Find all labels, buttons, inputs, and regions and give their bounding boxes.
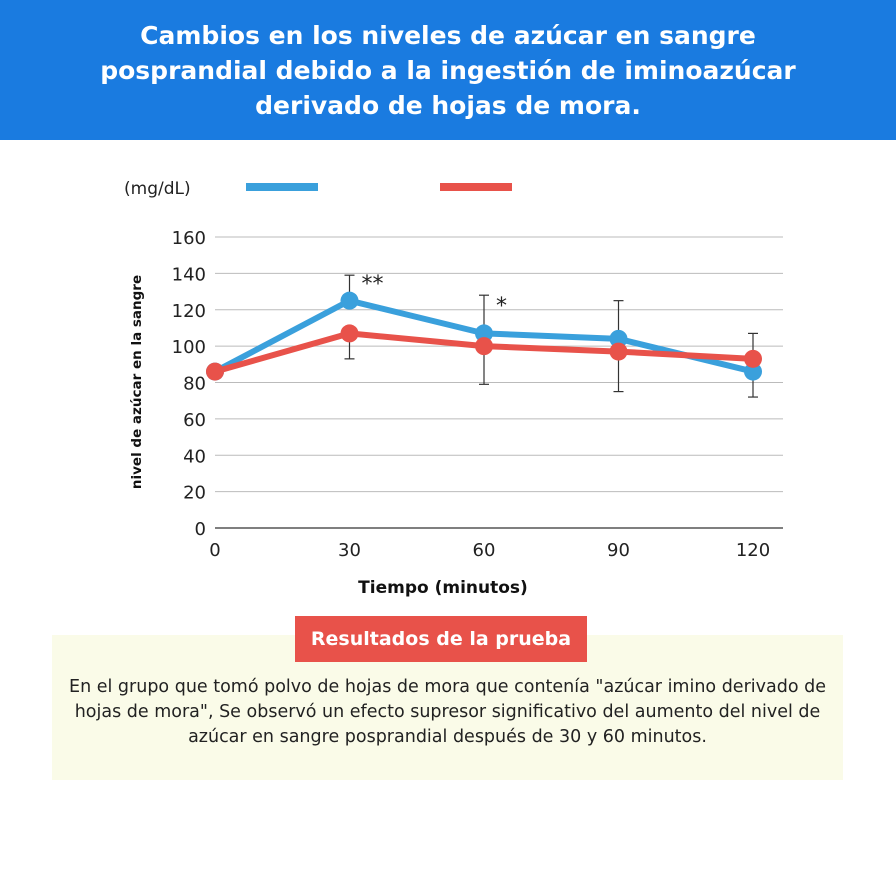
data-point xyxy=(475,337,493,356)
header-banner: Cambios en los niveles de azúcar en sang… xyxy=(0,0,896,140)
data-point xyxy=(744,362,762,381)
y-tick-label: 140 xyxy=(172,264,206,285)
x-tick-label: 90 xyxy=(607,540,630,561)
x-tick-label: 60 xyxy=(473,540,496,561)
chart-annotations: *** xyxy=(362,272,508,319)
data-point xyxy=(206,362,224,381)
y-tick-label: 120 xyxy=(172,301,206,322)
y-tick-label: 40 xyxy=(183,446,206,467)
data-point xyxy=(340,324,359,343)
data-point xyxy=(609,342,628,361)
y-tick-label: 60 xyxy=(183,410,206,431)
significance-annotation: ** xyxy=(362,272,384,297)
x-axis-ticks: 0 30 60 90 120 xyxy=(209,540,770,561)
y-tick-label: 0 xyxy=(195,519,206,540)
chart-grid xyxy=(215,236,783,529)
page-title: Cambios en los niveles de azúcar en sang… xyxy=(100,20,796,120)
y-axis-label: nivel de azúcar en la sangre xyxy=(129,275,145,489)
results-badge: Resultados de la prueba xyxy=(295,616,587,662)
x-tick-label: 120 xyxy=(736,540,770,561)
data-point xyxy=(744,349,762,368)
y-unit-label: (mg/dL) xyxy=(124,179,191,199)
y-tick-label: 20 xyxy=(183,483,206,504)
x-axis-label: Tiempo (minutos) xyxy=(358,578,528,598)
x-tick-label: 0 xyxy=(209,540,220,561)
y-axis-ticks: 0 20 40 60 80 100 120 140 160 xyxy=(172,228,206,540)
results-text: En el grupo que tomó polvo de hojas de m… xyxy=(69,677,826,747)
x-tick-label: 30 xyxy=(338,540,361,561)
data-point xyxy=(340,291,359,310)
data-point xyxy=(609,329,628,348)
data-point xyxy=(475,324,493,343)
y-tick-label: 80 xyxy=(183,374,206,395)
y-tick-label: 160 xyxy=(172,228,206,249)
blood-sugar-chart: (mg/dL) 0 20 40 60 80 100 120 140 160 0 30 60 90 120… xyxy=(124,179,783,598)
y-tick-label: 100 xyxy=(172,337,206,358)
chart-series xyxy=(206,274,762,398)
significance-annotation: * xyxy=(496,294,507,319)
